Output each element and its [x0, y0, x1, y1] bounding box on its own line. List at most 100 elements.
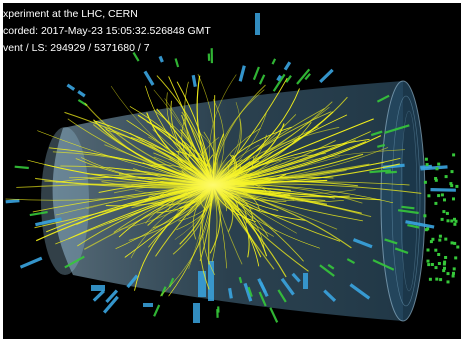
muon-hit — [434, 201, 438, 205]
green-tower — [252, 66, 260, 81]
blue-tower — [19, 256, 43, 269]
green-tower — [64, 255, 85, 269]
muon-hit — [444, 237, 448, 241]
green-tower — [385, 170, 397, 174]
green-tower — [327, 263, 335, 270]
muon-hit — [452, 197, 455, 201]
muon-hit — [437, 262, 441, 265]
blue-tower — [105, 289, 119, 303]
muon-hit — [440, 217, 444, 221]
muon-hit — [423, 180, 427, 184]
muon-hit — [440, 193, 444, 197]
muon-hit — [454, 256, 458, 260]
muon-hit — [452, 271, 455, 275]
green-tower — [407, 224, 420, 229]
muon-hit — [424, 157, 428, 161]
muon-hit — [434, 266, 438, 270]
green-tower — [319, 264, 335, 277]
blue-tower — [283, 61, 292, 71]
muon-hit — [424, 228, 428, 232]
event-display-canvas — [5, 13, 460, 323]
blue-tower — [143, 70, 155, 86]
muon-hit — [450, 219, 454, 223]
blue-tower — [198, 271, 206, 297]
muon-hit — [452, 267, 456, 271]
muon-hit — [450, 170, 454, 174]
blue-tower — [303, 273, 308, 289]
muon-hit — [439, 278, 443, 282]
green-tower — [296, 68, 311, 85]
muon-hit — [437, 194, 441, 198]
green-tower — [377, 143, 386, 148]
green-tower — [304, 73, 311, 81]
muon-hit — [450, 241, 454, 245]
blue-tower — [243, 282, 253, 302]
muon-hit — [451, 274, 455, 278]
green-tower — [258, 74, 266, 85]
muon-hit — [450, 184, 454, 188]
muon-hit — [435, 277, 439, 281]
blue-tower — [323, 289, 337, 302]
muon-hit — [456, 245, 460, 249]
muon-hit — [443, 198, 446, 202]
caption-recorded-time: corded: 2017-May-23 15:05:32.526848 GMT — [3, 25, 211, 37]
green-tower — [372, 259, 395, 271]
muon-hit — [434, 177, 438, 180]
blue-tower — [238, 65, 246, 82]
muon-hit — [437, 162, 441, 166]
blue-tower — [319, 68, 334, 84]
muon-hit — [429, 240, 433, 244]
muon-hit — [431, 237, 435, 241]
green-tower — [369, 169, 391, 174]
muon-hit — [438, 238, 442, 242]
blue-tower — [91, 285, 105, 291]
muon-hit — [423, 214, 427, 218]
blue-tower — [280, 277, 295, 296]
muon-hit — [434, 178, 438, 182]
green-tower — [14, 165, 29, 170]
blue-tower — [276, 74, 282, 82]
muon-hit — [444, 256, 448, 259]
muon-hit — [455, 184, 459, 188]
muon-hit — [449, 182, 453, 186]
green-tower — [401, 205, 415, 210]
muon-hit — [434, 248, 438, 252]
caption-run-event: vent / LS: 294929 / 5371680 / 7 — [3, 42, 150, 54]
green-tower — [132, 52, 140, 62]
muon-hit — [426, 259, 430, 263]
blue-tower — [191, 74, 197, 87]
event-caption: xperiment at the LHC, CERN corded: 2017-… — [3, 6, 211, 57]
blue-tower — [143, 303, 153, 307]
muon-hit — [446, 219, 450, 223]
blue-tower — [352, 238, 373, 249]
muon-hit — [454, 219, 458, 223]
blue-tower — [291, 272, 301, 283]
green-tower — [384, 238, 398, 245]
muon-hit — [452, 153, 456, 157]
muon-hit — [453, 241, 457, 245]
muon-hit — [446, 280, 450, 284]
muon-hit — [442, 269, 446, 273]
muon-hit — [442, 262, 446, 266]
blue-tower — [420, 164, 433, 169]
blue-tower — [126, 274, 139, 289]
blue-tower — [66, 83, 76, 91]
blue-tower — [5, 199, 20, 204]
blue-tower — [420, 165, 448, 171]
green-tower — [238, 276, 243, 284]
muon-hits — [423, 153, 460, 284]
blue-tower — [102, 295, 119, 314]
green-tower — [397, 209, 419, 215]
green-tower — [247, 286, 253, 297]
green-tower — [285, 75, 292, 83]
muon-hit — [444, 175, 448, 179]
blue-tower — [193, 303, 200, 323]
green-tower — [384, 124, 410, 134]
muon-hit — [425, 163, 429, 167]
green-tower — [258, 291, 267, 307]
muon-hit — [430, 263, 434, 266]
muon-hit — [453, 222, 457, 226]
muon-hit — [445, 211, 449, 215]
green-tower — [271, 58, 277, 65]
muon-hit — [443, 260, 447, 264]
